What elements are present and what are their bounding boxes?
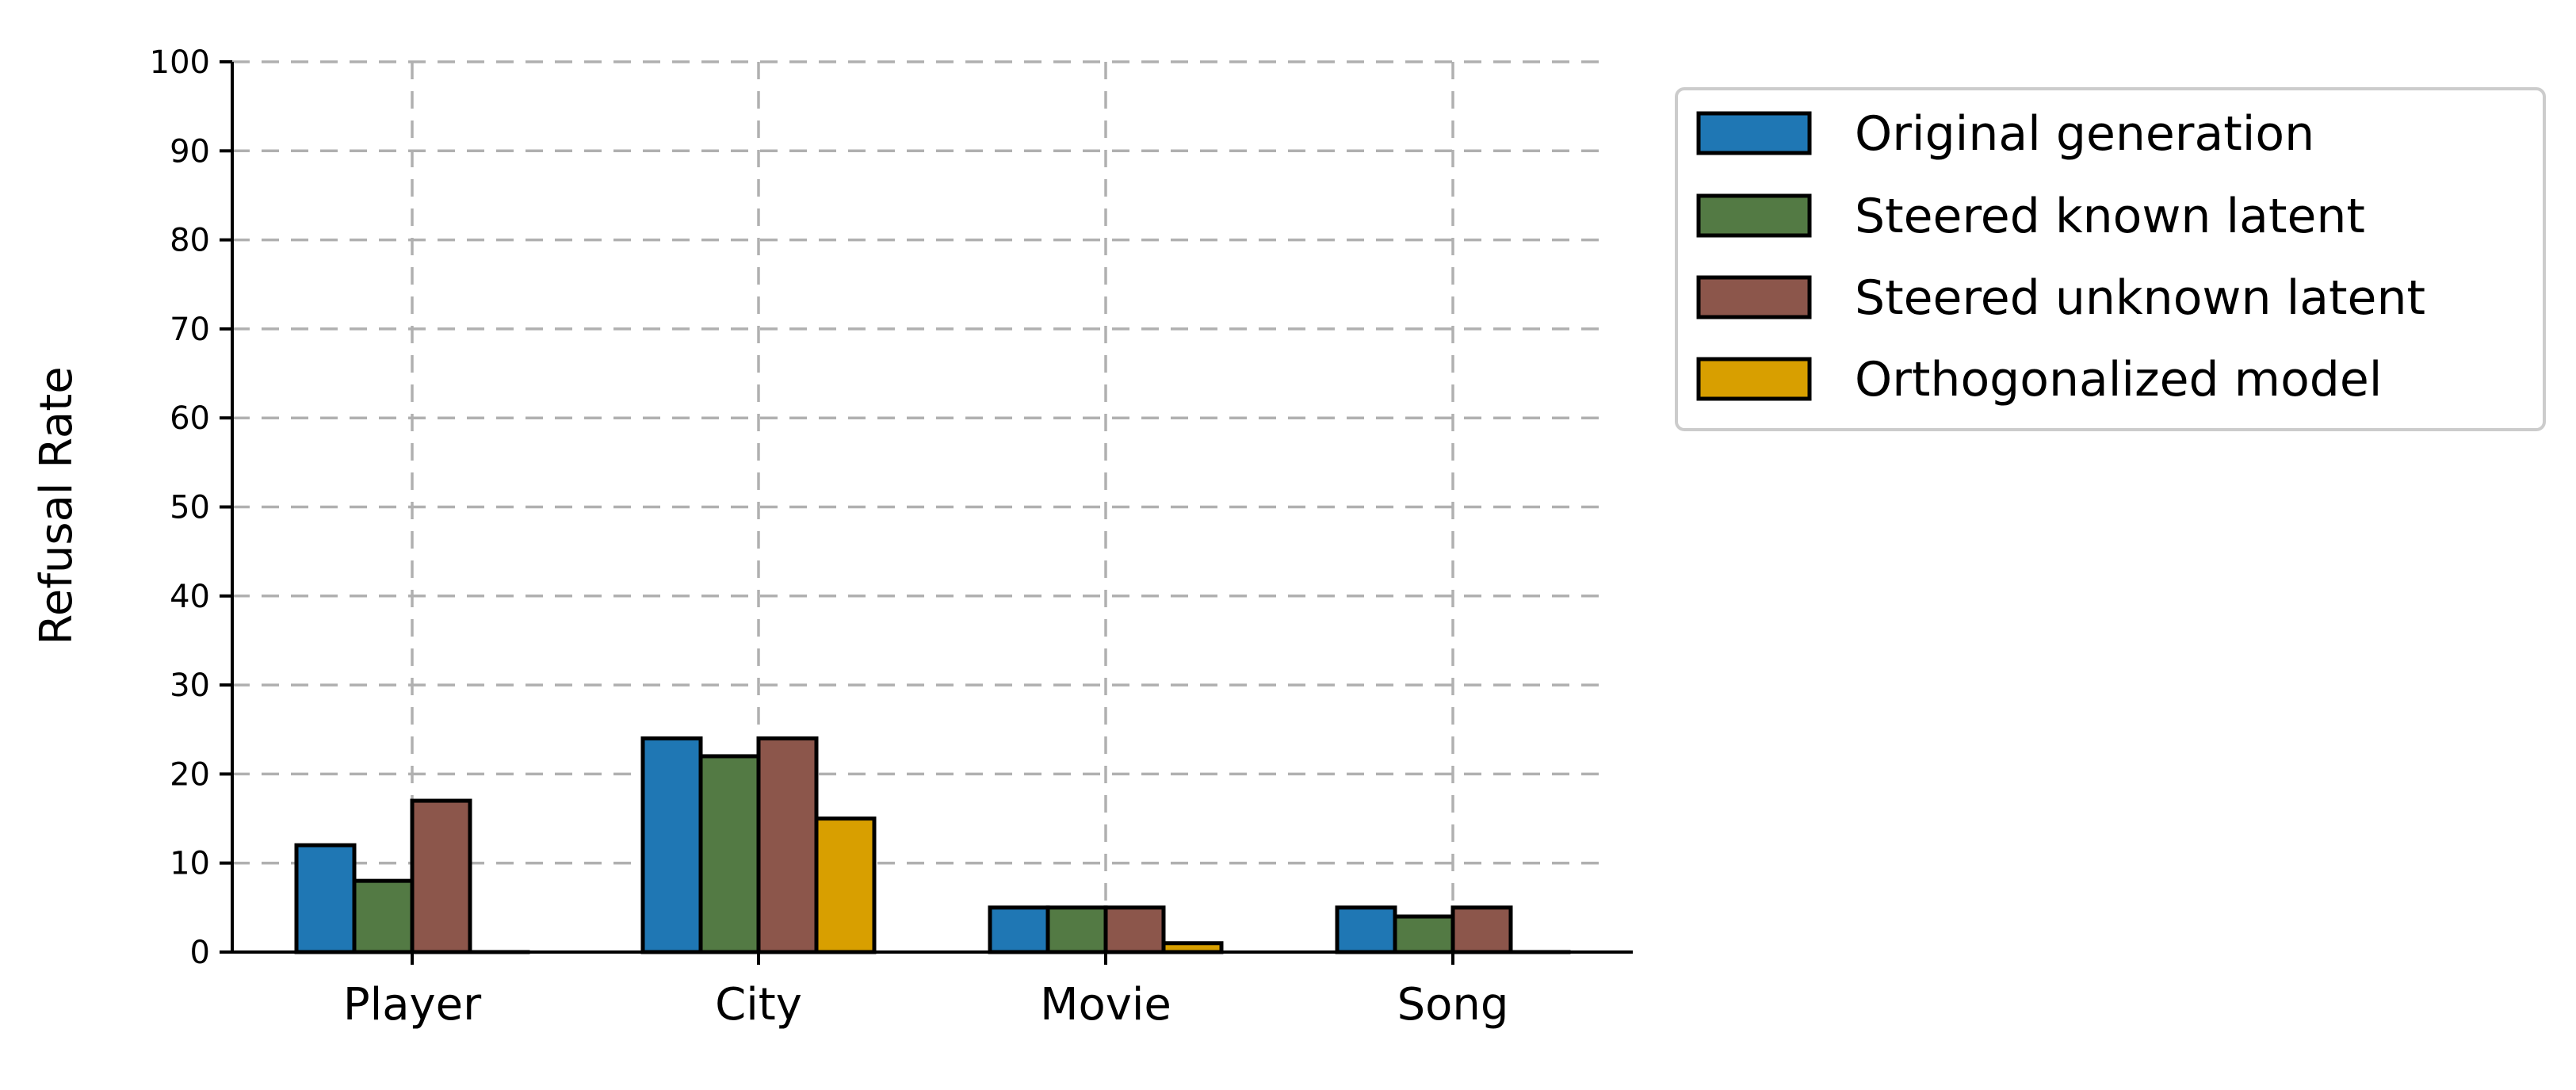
bars <box>294 736 1571 954</box>
legend-label-4: Orthogonalized model <box>1855 352 2382 407</box>
y-tick-label: 10 <box>170 846 210 882</box>
x-tick-label-movie: Movie <box>1040 979 1171 1031</box>
x-ticks: Player City Movie Song <box>343 952 1509 1031</box>
y-tick-label: 20 <box>170 756 210 793</box>
legend-swatch-1 <box>1696 111 1812 155</box>
y-tick-label: 80 <box>170 223 210 259</box>
bar-city-series-4 <box>814 817 877 954</box>
legend-label-3: Steered unknown latent <box>1855 270 2425 326</box>
bar-player-series-3 <box>410 798 472 954</box>
bar-song-series-1 <box>1335 905 1397 954</box>
y-tick-label: 40 <box>170 579 210 615</box>
bar-city-series-2 <box>698 754 761 954</box>
y-tick-label: 0 <box>190 935 210 971</box>
bar-player-series-2 <box>352 878 415 954</box>
y-tick-label: 30 <box>170 667 210 704</box>
bar-movie-series-2 <box>1045 905 1108 954</box>
bar-movie-series-3 <box>1103 905 1166 954</box>
x-tick-label-song: Song <box>1397 979 1509 1031</box>
bar-city-series-1 <box>640 736 703 954</box>
legend-swatch-3 <box>1696 275 1812 319</box>
bar-player-series-1 <box>294 843 357 954</box>
bar-movie-series-1 <box>988 905 1050 954</box>
bar-song-series-2 <box>1393 914 1455 954</box>
legend-swatch-2 <box>1696 193 1812 238</box>
y-tick-label: 90 <box>170 133 210 170</box>
y-ticks: 0 10 20 30 40 50 60 70 80 90 100 <box>150 44 232 971</box>
y-tick-label: 50 <box>170 490 210 526</box>
legend-frame <box>1675 87 2546 431</box>
bar-city-series-3 <box>756 736 819 954</box>
legend-swatch-4 <box>1696 357 1812 401</box>
legend-label-2: Steered known latent <box>1855 189 2365 244</box>
legend: Original generation Steered known latent S… <box>1675 87 2546 431</box>
y-tick-label: 60 <box>170 400 210 437</box>
y-tick-label: 70 <box>170 312 210 348</box>
y-tick-label: 100 <box>150 44 210 81</box>
legend-label-1: Original generation <box>1855 106 2314 162</box>
bar-song-series-3 <box>1450 905 1513 954</box>
y-axis-title: Refusal Rate <box>31 366 82 644</box>
x-tick-label-player: Player <box>343 979 482 1031</box>
x-tick-label-city: City <box>715 979 802 1031</box>
